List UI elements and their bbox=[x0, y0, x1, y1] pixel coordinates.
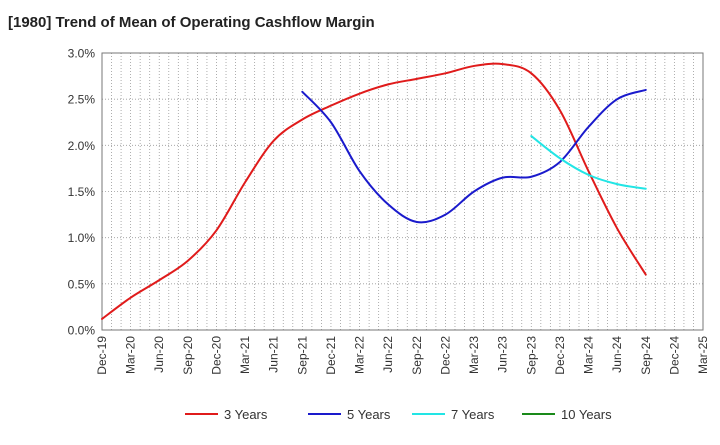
x-tick-label: Sep-20 bbox=[181, 336, 195, 375]
x-tick-label: Mar-21 bbox=[238, 336, 252, 374]
legend-label-5-years: 5 Years bbox=[347, 407, 391, 422]
x-tick-label: Mar-24 bbox=[582, 336, 596, 374]
series-line-5-years bbox=[301, 88, 647, 224]
legend-label-3-years: 3 Years bbox=[224, 407, 268, 422]
x-tick-label: Jun-20 bbox=[152, 336, 166, 373]
y-tick-label: 2.5% bbox=[68, 93, 96, 107]
x-tick-label: Dec-22 bbox=[438, 336, 452, 375]
x-tick-label: Sep-22 bbox=[410, 336, 424, 375]
x-tick-label: Dec-21 bbox=[324, 336, 338, 375]
chart-title: [1980] Trend of Mean of Operating Cashfl… bbox=[8, 14, 375, 31]
x-tick-label: Dec-19 bbox=[95, 336, 109, 375]
x-tick-label: Sep-23 bbox=[524, 336, 538, 375]
y-tick-label: 0.0% bbox=[68, 324, 96, 338]
x-tick-label: Dec-24 bbox=[667, 336, 681, 375]
legend-label-10-years: 10 Years bbox=[561, 407, 612, 422]
legend-label-7-years: 7 Years bbox=[451, 407, 495, 422]
x-tick-label: Dec-23 bbox=[553, 336, 567, 375]
y-tick-label: 3.0% bbox=[68, 47, 96, 61]
y-tick-label: 1.5% bbox=[68, 185, 96, 199]
y-tick-label: 2.0% bbox=[68, 139, 96, 153]
x-tick-label: Jun-23 bbox=[496, 336, 510, 373]
x-tick-label: Mar-20 bbox=[124, 336, 138, 374]
x-tick-label: Mar-22 bbox=[353, 336, 367, 374]
x-tick-label: Dec-20 bbox=[209, 336, 223, 375]
x-tick-label: Mar-23 bbox=[467, 336, 481, 374]
x-tick-label: Jun-22 bbox=[381, 336, 395, 373]
x-tick-label: Jun-21 bbox=[267, 336, 281, 373]
series-line-3-years bbox=[101, 62, 647, 320]
x-tick-label: Mar-25 bbox=[696, 336, 710, 374]
y-tick-label: 0.5% bbox=[68, 277, 96, 291]
series-line-7-years bbox=[530, 135, 647, 190]
y-tick-label: 1.0% bbox=[68, 231, 96, 245]
x-tick-label: Jun-24 bbox=[610, 336, 624, 373]
x-tick-label: Sep-24 bbox=[639, 336, 653, 375]
x-tick-label: Sep-21 bbox=[295, 336, 309, 375]
plot-frame bbox=[101, 52, 704, 331]
